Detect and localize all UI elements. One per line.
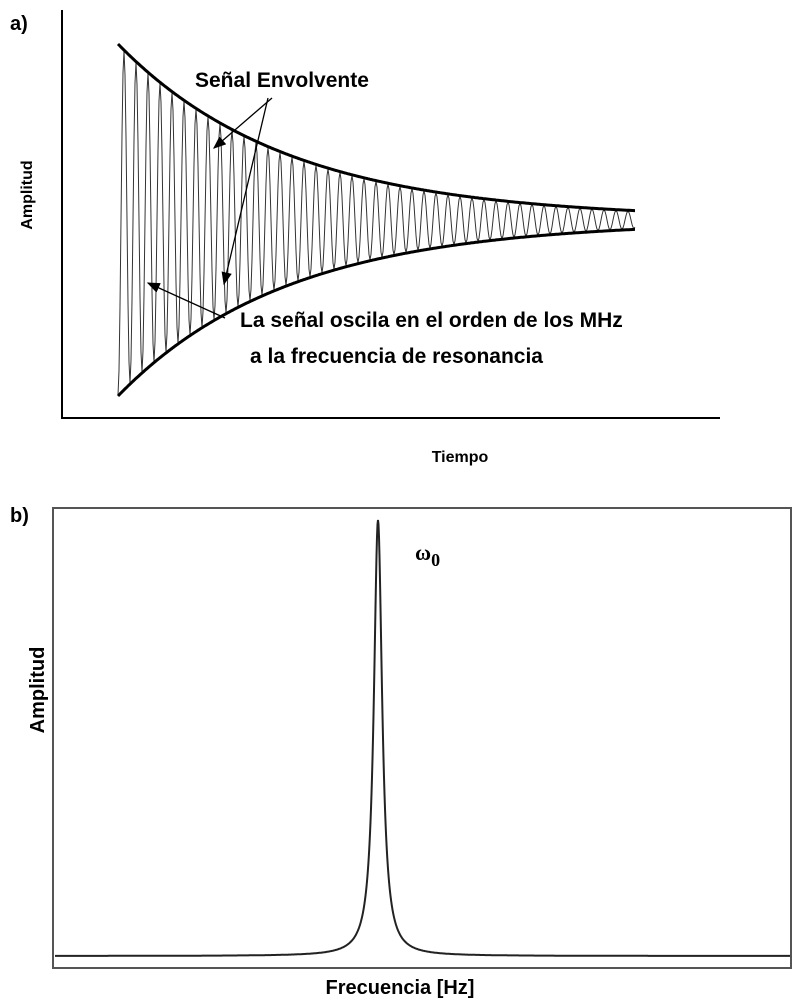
- oscillation: [117, 51, 636, 396]
- y-axis-label: Amplitud: [19, 160, 36, 229]
- annotation: Señal Envolvente: [195, 69, 369, 92]
- panel-label: b): [10, 505, 29, 527]
- x-axis-label: Tiempo: [432, 449, 489, 466]
- envelope: [116, 227, 635, 398]
- envelope: [116, 42, 635, 213]
- arrow: [213, 97, 273, 149]
- x-axis-label: Frecuencia [Hz]: [326, 977, 475, 999]
- arrow: [146, 282, 226, 319]
- panel-label: a): [10, 13, 28, 35]
- annotation: a la frecuencia de resonancia: [250, 345, 543, 368]
- peak-label: ω0: [415, 540, 440, 570]
- y-axis-label: Amplitud: [27, 647, 49, 734]
- plot-frame: [52, 507, 792, 969]
- arrow: [221, 97, 269, 286]
- resonance-curve: [55, 519, 790, 957]
- annotation: La señal oscila en el orden de los MHz: [240, 309, 623, 332]
